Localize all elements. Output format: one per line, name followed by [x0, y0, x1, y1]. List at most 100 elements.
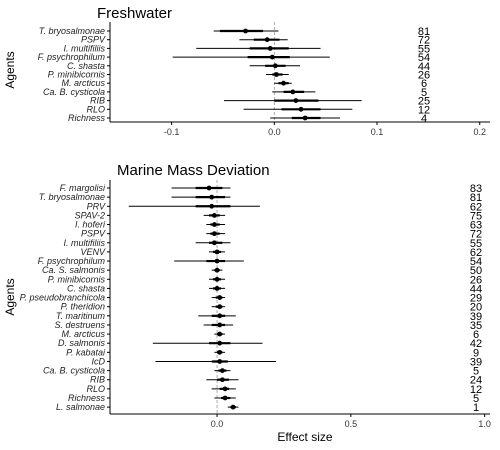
- marine-y-axis-title: Agents: [3, 278, 17, 315]
- estimate-point: [267, 46, 273, 51]
- agent-label: P. minibicornis: [48, 70, 106, 80]
- agent-label: S. destruens: [54, 320, 105, 330]
- agent-label: T. bryosalmonae: [39, 26, 105, 36]
- sample-count-label: 81: [470, 192, 482, 204]
- estimate-point: [211, 240, 217, 246]
- agent-label: P. kabatai: [66, 347, 106, 357]
- agent-label: C. shasta: [67, 283, 105, 293]
- agent-label: T. maritinum: [56, 311, 106, 321]
- estimate-point: [302, 115, 308, 121]
- sample-count-label: 12: [470, 384, 482, 396]
- estimate-point: [214, 249, 220, 255]
- marine-title: Marine Mass Deviation: [117, 162, 270, 179]
- agent-label: F. margolisi: [60, 183, 106, 193]
- sample-count-label: 39: [470, 311, 482, 323]
- sample-count-label: 72: [470, 229, 482, 241]
- sample-count-label: 35: [470, 320, 482, 332]
- agent-label: PSPV: [81, 229, 106, 239]
- agent-label: Richness: [68, 393, 106, 403]
- x-tick-label: -0.1: [164, 127, 180, 137]
- agent-label: F. psychrophilum: [38, 52, 106, 62]
- agent-label: VENV: [80, 247, 106, 257]
- sample-count-label: 6: [473, 329, 479, 341]
- sample-count-label: 5: [421, 87, 427, 99]
- freshwater-y-axis-title: Agents: [3, 51, 17, 88]
- agent-label: D. salmonis: [58, 338, 106, 348]
- sample-count-label: 62: [470, 201, 482, 213]
- agent-label: I. multifiliis: [63, 238, 105, 248]
- estimate-point: [214, 258, 220, 264]
- sample-count-label: 39: [470, 356, 482, 368]
- estimate-point: [217, 359, 223, 364]
- agent-label: RIB: [90, 375, 105, 385]
- sample-count-label: 44: [470, 283, 482, 295]
- sample-count-label: 55: [418, 43, 430, 55]
- estimate-point: [222, 386, 228, 392]
- agent-label: P. minibicornis: [48, 274, 106, 284]
- estimate-point: [264, 37, 270, 43]
- estimate-point: [281, 80, 286, 86]
- estimate-point: [217, 331, 223, 337]
- x-tick-label: 0.0: [211, 419, 224, 429]
- agent-label: SPAV-2: [74, 210, 105, 220]
- sample-count-label: 20: [470, 302, 482, 314]
- sample-count-label: 50: [470, 265, 482, 277]
- sample-count-label: 55: [470, 238, 482, 250]
- marine-panel: Marine Mass Deviation Agents Effect size…: [3, 162, 491, 444]
- estimate-point: [269, 54, 275, 60]
- sample-count-label: 54: [418, 52, 430, 64]
- sample-count-label: 9: [473, 347, 479, 359]
- sample-count-label: 6: [421, 78, 427, 90]
- estimate-point: [293, 98, 299, 103]
- agent-label: F. psychrophilum: [38, 256, 106, 266]
- sample-count-label: 5: [473, 366, 479, 378]
- sample-count-label: 42: [470, 338, 482, 350]
- sample-count-label: 25: [418, 96, 430, 108]
- agent-label: Ca. B. cysticola: [43, 87, 105, 97]
- freshwater-title: Freshwater: [97, 5, 172, 22]
- agent-label: T. bryosalmonae: [39, 192, 105, 202]
- x-tick-label: 1.0: [478, 419, 491, 429]
- estimate-point: [217, 322, 223, 328]
- estimate-point: [272, 63, 278, 69]
- estimate-point: [219, 377, 225, 383]
- estimate-point: [273, 72, 279, 77]
- freshwater-panel: Freshwater Agents -0.1 0.0 0.1 0.2 T. bryosa…: [3, 5, 490, 137]
- sample-count-label: 5: [473, 393, 479, 405]
- x-tick-label: 0.0: [268, 127, 281, 137]
- sample-count-label: 26: [470, 274, 482, 286]
- estimate-point: [298, 106, 304, 112]
- agent-label: C. shasta: [67, 61, 105, 71]
- estimate-point: [219, 368, 225, 373]
- agent-label: I. multifiliis: [63, 43, 105, 53]
- estimate-point: [217, 313, 223, 319]
- estimate-point: [217, 295, 223, 300]
- estimate-point: [217, 304, 223, 310]
- sample-count-label: 4: [421, 113, 427, 125]
- x-tick-label: 0.1: [371, 127, 384, 137]
- sample-count-label: 54: [470, 256, 482, 268]
- sample-count-label: 72: [418, 35, 430, 47]
- agent-label: I. hoferi: [75, 220, 106, 230]
- agent-label: RLO: [86, 104, 105, 114]
- estimate-point: [211, 231, 217, 237]
- agent-label: RLO: [86, 384, 105, 394]
- x-tick-label: 0.2: [473, 127, 486, 137]
- estimate-point: [290, 89, 296, 95]
- estimate-point: [222, 395, 228, 401]
- agent-label: RIB: [90, 96, 105, 106]
- agent-label: Ca. S. salmonis: [42, 265, 106, 275]
- sample-count-label: 75: [470, 210, 482, 222]
- agent-label: Richness: [68, 113, 106, 123]
- estimate-point: [211, 212, 217, 218]
- agent-label: P. theridion: [61, 302, 105, 312]
- sample-count-label: 26: [418, 70, 430, 82]
- sample-count-label: 24: [470, 375, 482, 387]
- agent-label: PSPV: [81, 35, 106, 45]
- sample-count-label: 81: [418, 26, 430, 38]
- agent-label: PRV: [87, 201, 106, 211]
- sample-count-label: 44: [418, 61, 430, 73]
- estimate-point: [209, 203, 215, 209]
- sample-count-label: 63: [470, 220, 482, 232]
